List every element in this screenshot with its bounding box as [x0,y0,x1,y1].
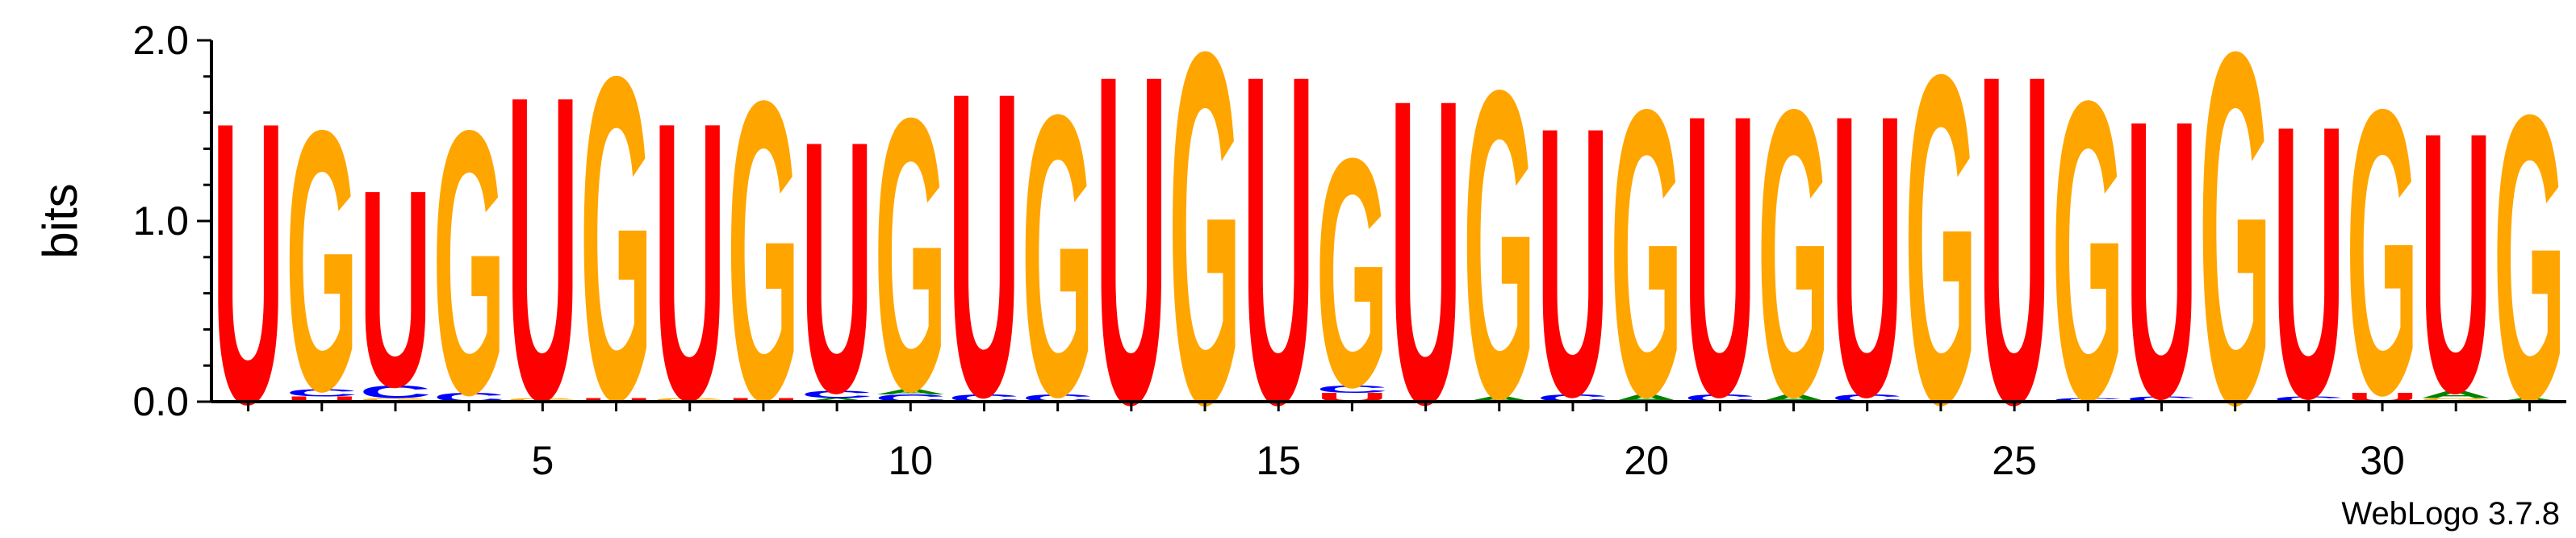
glyph-A-pos-31: A [2420,389,2492,400]
glyph-C-pos-27: C [2126,395,2198,403]
glyph-G-pos-28: G [2199,0,2271,508]
glyph-G-pos-16: G [1316,90,1388,455]
glyph-A-pos-18: A [1463,395,1535,403]
glyph-G-pos-3: G [359,397,431,402]
glyph-G-pos-6: G [580,0,652,497]
letter-stacks: U UCG GCU CG GU UG GU UG ACU CAG CU CG U G U UCG U AG CU AG… [212,0,2566,508]
y-ticks: 0.0 1.0 2.0 [132,18,211,424]
glyph-U-pos-1: U [212,39,284,487]
glyph-G-pos-7: G [654,397,726,402]
glyph-G-pos-20: G [1610,24,1682,482]
glyph-G-pos-32: G [2494,31,2566,485]
glyph-C-pos-16: C [1316,383,1388,394]
x-tick-label: 20 [1624,438,1669,483]
glyph-G-pos-8: G [727,14,799,490]
glyph-U-pos-2: U [286,395,358,403]
x-tick-label: 5 [531,438,554,483]
glyph-C-pos-3: C [359,382,431,402]
glyph-U-pos-15: U [1243,0,1315,502]
glyph-G-pos-14: G [1169,0,1240,508]
glyph-A-pos-32: A [2494,397,2566,402]
glyph-G-pos-24: G [1905,0,1976,501]
glyph-C-pos-2: C [286,387,358,398]
axes: 0.0 1.0 2.0 5 10 15 20 25 30 [132,18,2566,483]
glyph-G-pos-31: G [2420,397,2492,402]
y-tick-label: 1.0 [132,198,189,244]
glyph-A-pos-10: A [875,388,947,396]
glyph-U-pos-11: U [948,1,1020,486]
glyph-U-pos-5: U [507,5,579,490]
glyph-A-pos-9: A [801,397,872,402]
glyph-G-pos-5: G [507,397,579,402]
glyph-U-pos-3: U [359,131,431,445]
x-tick-label: 25 [1992,438,2037,483]
x-ticks: 5 10 15 20 25 30 [247,402,2531,483]
y-axis-title: bits [33,183,87,258]
glyph-C-pos-29: C [2273,395,2344,403]
glyph-G-pos-18: G [1463,0,1535,490]
glyph-U-pos-21: U [1684,31,1756,480]
glyph-C-pos-9: C [801,389,872,400]
glyph-U-pos-17: U [1390,8,1462,494]
glyph-G-pos-10: G [875,39,947,473]
glyph-G-pos-26: G [2052,14,2124,490]
x-tick-label: 30 [2360,438,2405,483]
glyph-U-pos-8: U [727,397,799,402]
footer-version: WebLogo 3.7.8 [2341,496,2560,532]
glyph-U-pos-13: U [1095,0,1167,502]
glyph-U-pos-29: U [2273,44,2344,479]
y-tick-label: 2.0 [132,18,189,63]
y-tick-label: 0.0 [132,379,189,424]
glyph-C-pos-26: C [2052,397,2124,402]
glyph-G-pos-22: G [1758,24,1830,482]
glyph-G-pos-2: G [286,54,358,469]
x-tick-label: 10 [888,438,933,483]
glyph-U-pos-7: U [654,40,726,482]
glyph-U-pos-6: U [580,397,652,402]
x-tick-label: 15 [1256,438,1301,483]
glyph-G-pos-12: G [1022,31,1094,480]
glyph-U-pos-25: U [1978,0,2050,502]
glyph-U-pos-27: U [2126,38,2198,481]
glyph-U-pos-19: U [1537,47,1608,476]
glyph-U-pos-23: U [1831,31,1903,480]
